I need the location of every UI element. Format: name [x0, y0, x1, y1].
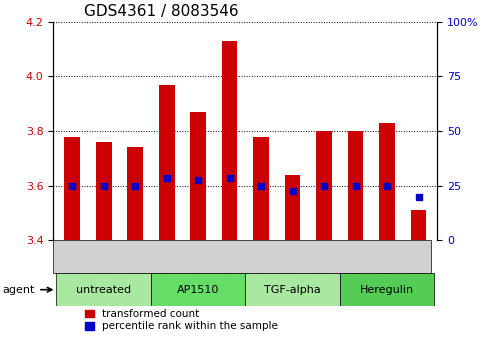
Bar	[348, 131, 364, 240]
Text: TGF-alpha: TGF-alpha	[264, 285, 321, 295]
Bar	[245, 273, 340, 306]
Bar	[316, 131, 332, 240]
Bar	[96, 142, 112, 240]
Bar	[411, 210, 426, 240]
Bar	[190, 112, 206, 240]
Bar	[57, 273, 151, 306]
Bar	[285, 175, 300, 240]
Bar	[379, 123, 395, 240]
Bar	[253, 137, 269, 240]
Bar	[340, 273, 434, 306]
Text: GDS4361 / 8083546: GDS4361 / 8083546	[84, 4, 239, 19]
Text: untreated: untreated	[76, 285, 131, 295]
Text: Heregulin: Heregulin	[360, 285, 414, 295]
Legend: transformed count, percentile rank within the sample: transformed count, percentile rank withi…	[85, 309, 278, 331]
Bar	[222, 41, 238, 240]
Bar	[151, 273, 245, 306]
Bar	[64, 137, 80, 240]
Text: AP1510: AP1510	[177, 285, 219, 295]
Text: agent: agent	[3, 285, 52, 295]
Bar	[159, 85, 174, 240]
Bar	[127, 148, 143, 240]
Bar	[53, 240, 431, 273]
